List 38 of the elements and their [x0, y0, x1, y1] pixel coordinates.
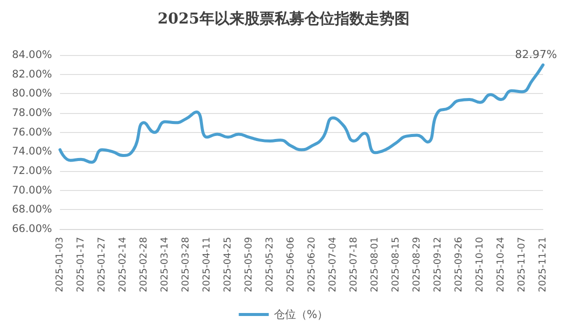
x-tick-label: 2025-05-23 [264, 237, 276, 292]
x-tick-label: 2025-01-27 [96, 237, 108, 292]
legend-label: 仓位（%） [274, 308, 328, 321]
x-tick-label: 2025-07-04 [328, 237, 338, 292]
y-tick-label: 78.00% [12, 107, 52, 119]
x-tick-label: 2025-08-15 [390, 237, 402, 292]
x-tick-label: 2025-01-03 [54, 237, 66, 292]
y-tick-label: 68.00% [12, 204, 52, 216]
y-tick-label: 74.00% [12, 146, 52, 158]
x-tick-label: 2025-10-10 [474, 237, 486, 292]
x-tick-label: 2025-09-26 [454, 237, 464, 292]
x-tick-label: 2025-07-18 [348, 237, 360, 292]
x-tick-label: 2025-10-24 [496, 237, 506, 292]
y-tick-label: 82.00% [12, 68, 52, 80]
data-label: 82.97% [515, 48, 557, 61]
x-tick-label: 2025-01-17 [76, 237, 86, 292]
x-tick-label: 2025-05-09 [244, 237, 254, 292]
x-tick-label: 2025-02-14 [118, 237, 128, 292]
y-tick-label: 70.00% [12, 184, 52, 196]
x-tick-label: 2025-08-29 [412, 237, 422, 292]
y-tick-label: 80.00% [12, 88, 52, 100]
x-tick-label: 2025-08-01 [370, 237, 380, 292]
line-series [58, 63, 544, 164]
y-tick-label: 66.00% [12, 223, 52, 235]
x-tick-label: 2025-11-21 [538, 237, 548, 292]
x-tick-label: 2025-03-14 [160, 237, 170, 292]
x-tick-label: 2025-03-28 [180, 237, 192, 292]
x-tick-label: 2025-11-07 [516, 237, 528, 292]
x-tick-label: 2025-02-28 [138, 237, 150, 292]
x-tick-label: 2025-06-20 [306, 237, 318, 292]
y-tick-label: 84.00% [12, 49, 52, 61]
x-tick-label: 2025-09-12 [432, 237, 444, 292]
y-tick-label: 76.00% [12, 126, 52, 138]
x-tick-label: 2025-06-06 [286, 237, 296, 292]
x-tick-label: 2025-04-25 [222, 237, 234, 292]
y-tick-label: 72.00% [12, 165, 52, 177]
chart-title: 2025年以来股票私募仓位指数走势图 [158, 10, 410, 28]
x-tick-label: 2025-04-11 [202, 237, 212, 292]
